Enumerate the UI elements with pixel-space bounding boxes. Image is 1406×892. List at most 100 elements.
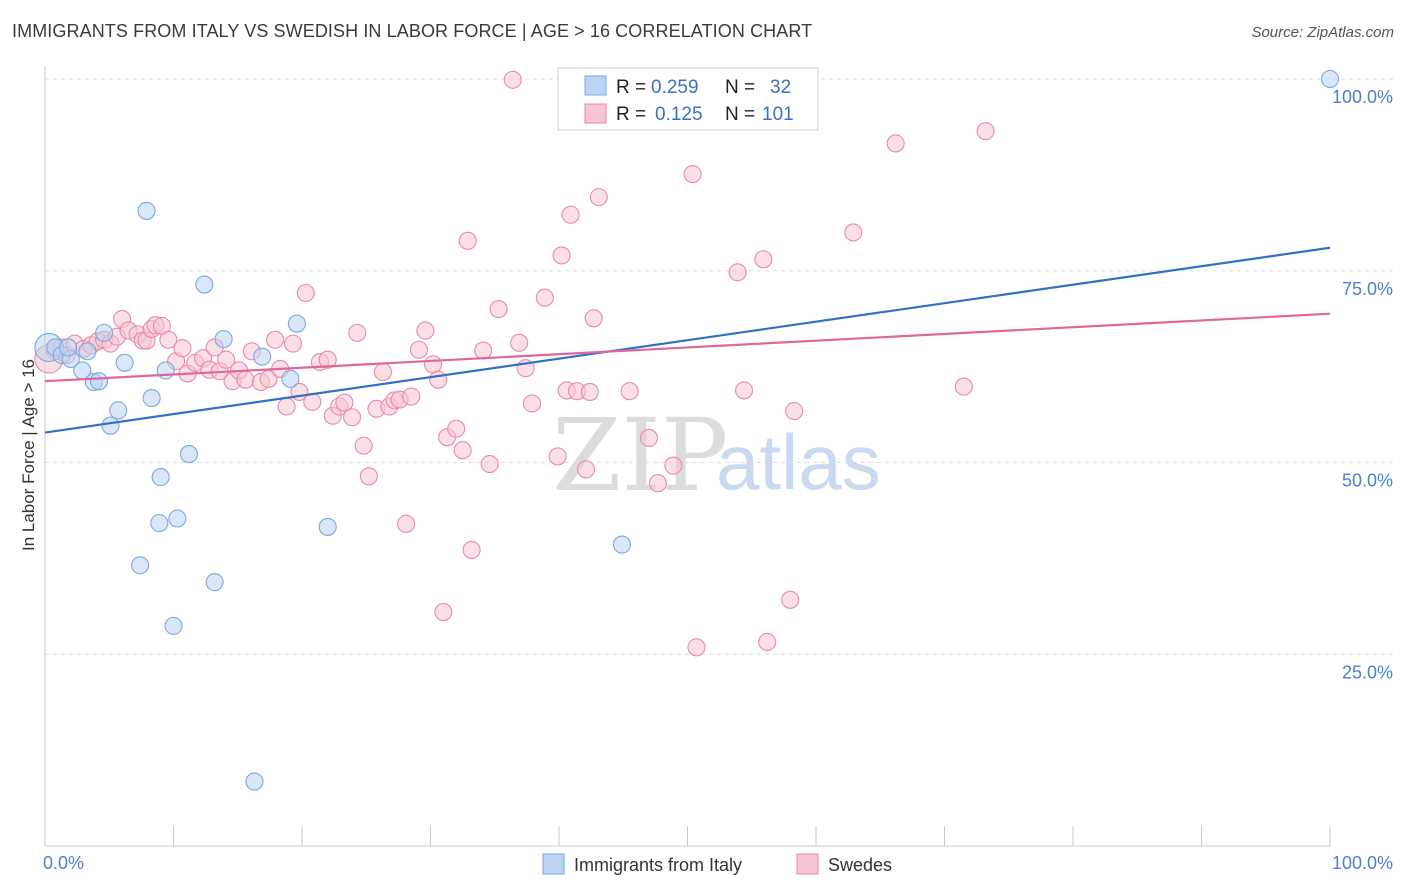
swedes-point [397,514,416,533]
swedes-point [548,447,567,466]
swedes-point [354,436,373,455]
x-tick-labels: 0.0% 100.0% [43,853,1393,873]
swedes-point [474,341,493,360]
swedes-point [754,250,773,269]
source-credit: Source: ZipAtlas.com [1251,24,1394,41]
italy-point [245,772,264,791]
swedes-point [462,540,481,559]
y-tick-labels: 25.0% 50.0% 75.0% 100.0% [1332,87,1393,682]
swedes-point [296,283,315,303]
italy-trend-line [44,246,1331,434]
italy-point [214,329,233,349]
bottom-legend-swatch-swedes [796,853,819,875]
swedes-trend-line [44,312,1331,383]
y-tick-label: 25.0% [1342,662,1393,682]
italy-point [168,509,187,528]
italy-point [281,369,300,388]
swedes-point [429,370,448,389]
italy-point [156,361,175,380]
swedes-point [584,309,603,328]
swedes-point [781,590,800,609]
swedes-point [522,394,542,413]
bottom-legend-swatch-italy [542,853,565,875]
italy-point [95,323,114,342]
swedes-point [359,467,378,486]
swedes-point [348,323,367,342]
swedes-point [561,205,580,224]
legend-swatch-pink [584,103,607,124]
swedes-point [683,165,702,184]
swedes-point [217,350,236,369]
swedes-point [434,603,453,622]
swedes-point [976,122,995,141]
swedes-point [236,370,255,389]
italy-points [34,69,1340,791]
italy-point [59,338,78,357]
swedes-point [318,350,337,369]
swedes-point [409,340,428,359]
legend-n-value-1: 32 [770,77,791,98]
legend-r-label-2: R = [616,104,646,125]
swedes-point [886,134,905,153]
watermark-zip: ZIP [552,397,728,514]
swedes-points [34,70,995,657]
italy-point [205,573,224,592]
watermark: ZIP atlas [552,397,881,514]
swedes-point [728,263,747,282]
swedes-point [639,428,659,448]
swedes-point [535,288,554,307]
swedes-point [954,377,973,396]
legend-n-value-2: 101 [762,104,794,125]
italy-point [142,389,161,408]
swedes-point [453,441,472,460]
swedes-point [416,321,435,340]
x-tick-label: 0.0% [43,853,84,873]
y-tick-label: 100.0% [1332,87,1393,107]
swedes-point [734,381,754,400]
y-tick-label: 50.0% [1342,471,1393,491]
swedes-point [335,393,354,412]
italy-point [78,342,97,361]
swedes-point [402,387,421,406]
italy-point [164,616,183,635]
italy-point [612,535,632,554]
swedes-point [664,456,683,475]
watermark-atlas: atlas [716,418,881,506]
y-axis-label: In Labor Force | Age > 16 [19,359,38,551]
swedes-point [277,397,296,416]
legend-n-label-2: N = [725,104,755,125]
legend-swatch-blue [584,75,607,96]
italy-point [131,556,150,575]
swedes-point [447,419,466,438]
y-tick-label: 75.0% [1342,279,1393,299]
swedes-point [552,246,571,265]
italy-point [137,201,156,220]
axes [44,66,1331,847]
swedes-point [844,223,863,242]
swedes-point [265,330,285,349]
italy-point [89,372,109,391]
swedes-point [620,382,639,401]
series-legend: Immigrants from Italy Swedes [542,853,892,875]
swedes-point [510,333,529,352]
bottom-legend-label-italy: Immigrants from Italy [574,855,742,875]
chart-title: IMMIGRANTS FROM ITALY VS SWEDISH IN LABO… [12,21,813,41]
swedes-point [489,300,508,319]
italy-point [318,517,337,536]
italy-point [109,401,128,420]
swedes-point [373,362,393,382]
swedes-point [424,355,443,374]
swedes-point [503,70,522,89]
italy-point [151,468,170,487]
swedes-point [687,638,706,657]
swedes-point [576,460,596,479]
swedes-point [159,330,178,349]
italy-point [115,353,134,372]
italy-point [101,416,120,435]
legend-r-value-1: 0.259 [651,77,699,98]
italy-point [195,275,214,294]
italy-point [287,314,306,333]
italy-point [253,347,272,366]
grid-lines [45,78,1395,655]
